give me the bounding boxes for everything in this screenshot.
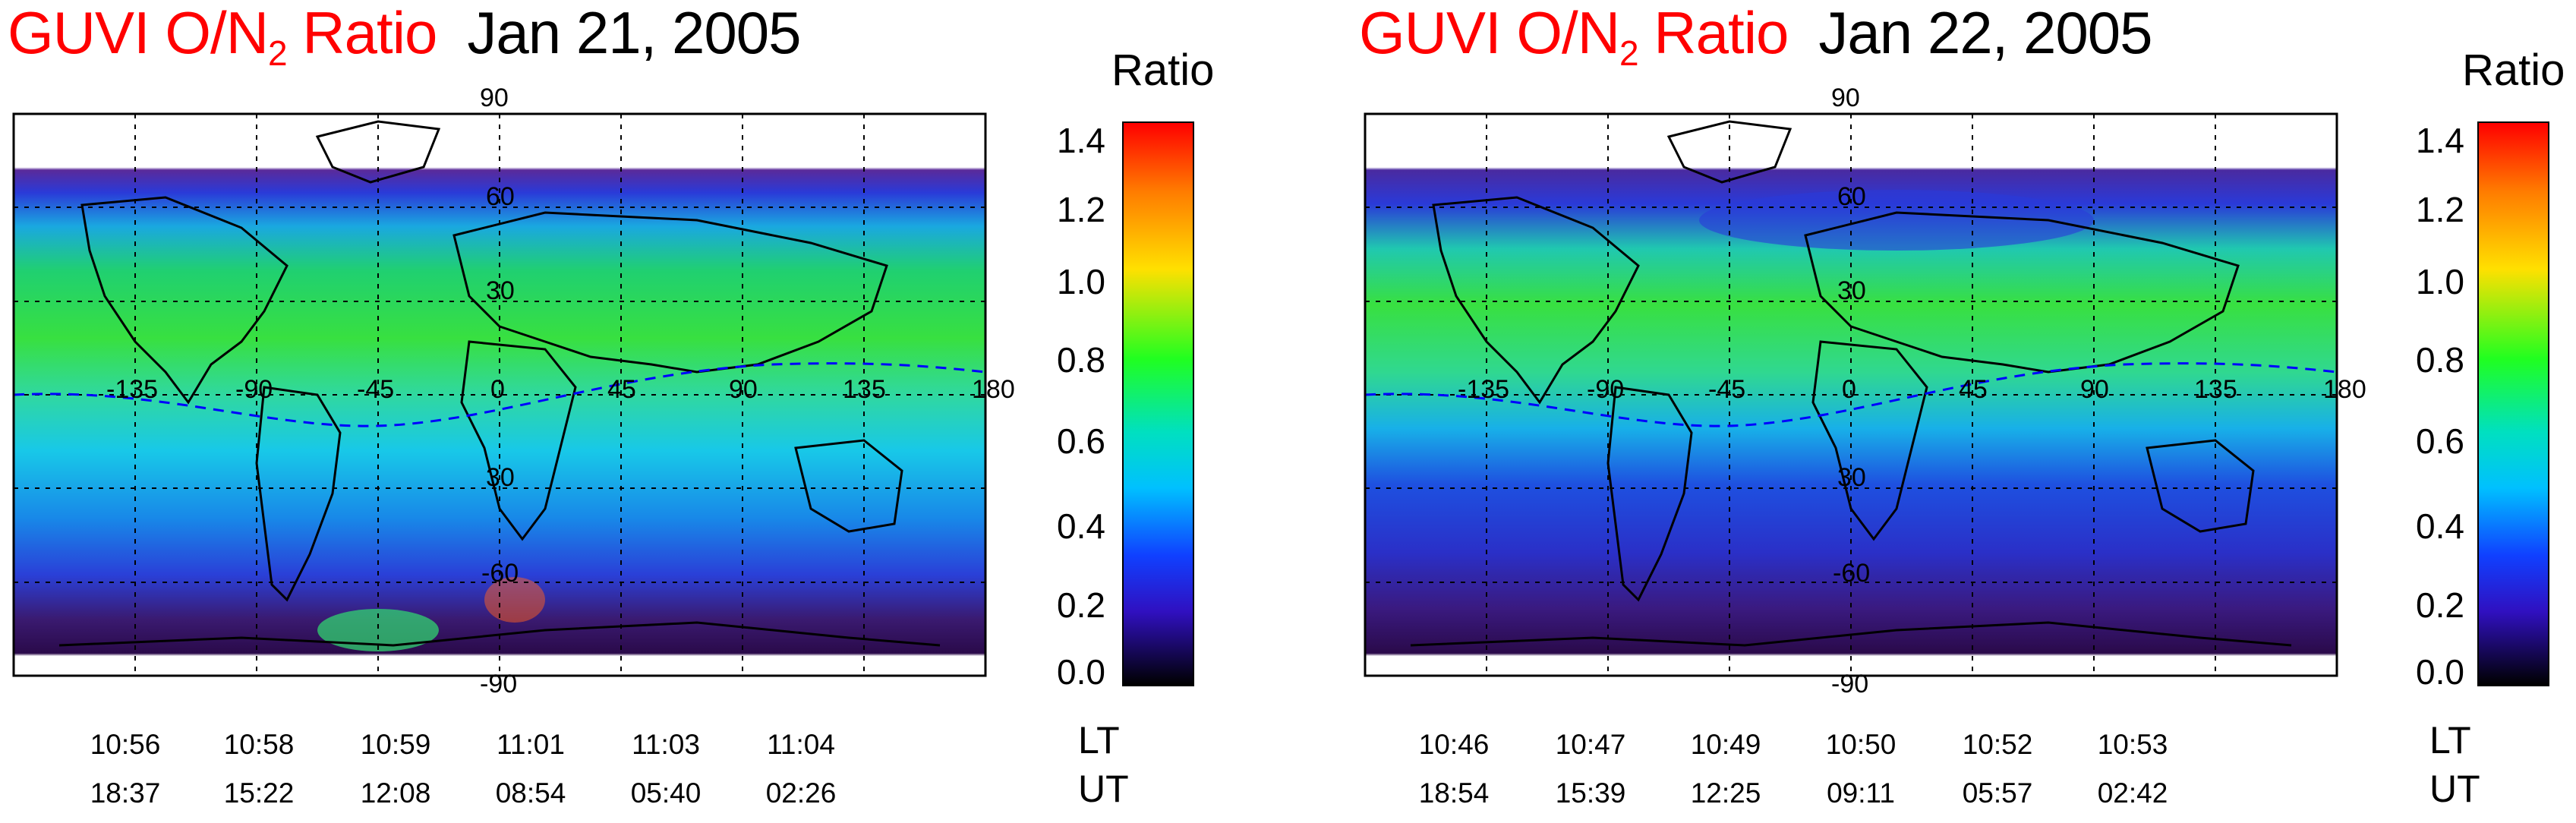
- colorbar-tick: 0.4: [1057, 506, 1105, 546]
- colorbar-tick: 0.0: [2416, 652, 2464, 692]
- lon-label: -135: [106, 375, 159, 404]
- lt-time: 10:49: [1690, 729, 1761, 760]
- ut-time: 12:25: [1690, 777, 1761, 809]
- ut-time: 18:54: [1418, 777, 1490, 809]
- lt-time: 11:04: [767, 729, 835, 760]
- panel-jan22: GUVI O/N2 Ratio Jan 22, 2005: [1351, 0, 2576, 823]
- lat-label-30s: 30: [486, 463, 515, 492]
- colorbar-tick: 0.2: [2416, 585, 2464, 625]
- lon-label: 45: [607, 375, 636, 404]
- colorbar-tick: 1.4: [2416, 121, 2464, 160]
- colorbar-tick: 0.6: [2416, 421, 2464, 461]
- lat-label-30n: 30: [1837, 276, 1866, 305]
- ut-time: 05:40: [630, 777, 702, 809]
- ut-time: 08:54: [495, 777, 566, 809]
- graticule: [1365, 114, 2337, 676]
- lon-label: -90: [235, 375, 273, 404]
- lat-label-90: 90: [1831, 84, 1860, 112]
- lt-time: 10:56: [90, 729, 161, 760]
- lat-label-bottom: -90: [1831, 670, 1869, 698]
- coastlines: [1410, 120, 2292, 647]
- lon-label: 135: [843, 375, 886, 404]
- panel-jan21: GUVI O/N2 Ratio Jan 21, 2005: [8, 0, 1215, 810]
- lon-label: -90: [1587, 375, 1625, 404]
- lt-time: 10:59: [360, 729, 431, 760]
- lat-label-bottom: -90: [480, 670, 518, 698]
- colorbar-tick: 1.0: [2416, 262, 2464, 301]
- panel-title: GUVI O/N2 Ratio Jan 21, 2005: [8, 0, 801, 73]
- lt-time: 10:46: [1418, 729, 1490, 760]
- lat-label-60: 60: [1837, 182, 1866, 211]
- colorbar-tick: 0.0: [1057, 652, 1105, 692]
- lt-time: 11:01: [497, 729, 565, 760]
- colorbar-tick: 0.2: [1057, 585, 1105, 625]
- colorbar-title: Ratio: [2462, 46, 2565, 95]
- lt-row-label: LT: [2429, 719, 2471, 762]
- lon-label: 0: [490, 375, 505, 404]
- lat-label-60: 60: [486, 182, 515, 211]
- colorbar-tick: 0.8: [2416, 340, 2464, 380]
- magnetic-equator: [13, 362, 986, 427]
- ut-time: 15:39: [1555, 777, 1626, 809]
- lon-label: -45: [1708, 375, 1746, 404]
- lon-label: 90: [729, 375, 758, 404]
- colorbar-tick: 0.8: [1057, 340, 1105, 380]
- date-label: Jan 21, 2005: [467, 0, 801, 66]
- ut-row-label: UT: [1078, 768, 1129, 810]
- colorbar: [2477, 121, 2549, 686]
- lt-row-label: LT: [1078, 719, 1120, 762]
- lon-label: 135: [2194, 375, 2237, 404]
- colorbar-tick: 1.0: [1057, 262, 1105, 301]
- lat-label-30n: 30: [486, 276, 515, 305]
- lt-time: 10:50: [1825, 729, 1897, 760]
- lt-time: 10:52: [1962, 729, 2033, 760]
- ut-time: 05:57: [1962, 777, 2033, 809]
- colorbar-tick: 1.4: [1057, 121, 1105, 160]
- ut-time: 09:11: [1827, 777, 1895, 809]
- ut-time: 18:37: [90, 777, 161, 809]
- colorbar: [1122, 121, 1194, 686]
- lon-label: -135: [1458, 375, 1510, 404]
- colorbar-tick: 0.4: [2416, 506, 2464, 546]
- lon-label: 90: [2080, 375, 2109, 404]
- lt-time: 11:03: [632, 729, 700, 760]
- lat-label-90: 90: [480, 84, 509, 112]
- lt-time: 10:53: [2097, 729, 2168, 760]
- lat-label-60s: -60: [481, 559, 519, 588]
- lat-label-60s: -60: [1833, 559, 1871, 588]
- ut-time: 02:26: [765, 777, 837, 809]
- date-label: Jan 22, 2005: [1818, 0, 2152, 66]
- magnetic-equator: [1364, 362, 2338, 427]
- graticule: [14, 114, 985, 676]
- on2-ratio-map: 90 60 30 30 -60 -90 -135 -90 -45 0 45 90…: [1364, 85, 2366, 697]
- lat-label-30s: 30: [1837, 463, 1866, 492]
- lon-label: 180: [972, 375, 1015, 404]
- lon-label: 180: [2323, 375, 2366, 404]
- ut-time: 15:22: [223, 777, 295, 809]
- colorbar-title: Ratio: [1111, 46, 1215, 95]
- colorbar-tick: 1.2: [1057, 190, 1105, 229]
- ut-time: 12:08: [360, 777, 431, 809]
- ut-time: 02:42: [2097, 777, 2168, 809]
- lon-label: -45: [357, 375, 395, 404]
- lt-time: 10:47: [1555, 729, 1626, 760]
- ut-row-label: UT: [2429, 768, 2480, 810]
- on2-ratio-map: 90 60 30 30 -60 -90 -135 -90 -45 0 45 90…: [12, 85, 1015, 697]
- lon-label: 45: [1959, 375, 1988, 404]
- colorbar-tick: 0.6: [1057, 421, 1105, 461]
- lon-label: 0: [1842, 375, 1856, 404]
- lt-time: 10:58: [223, 729, 295, 760]
- panel-title: GUVI O/N2 Ratio Jan 22, 2005: [1359, 0, 2152, 73]
- colorbar-tick: 1.2: [2416, 190, 2464, 229]
